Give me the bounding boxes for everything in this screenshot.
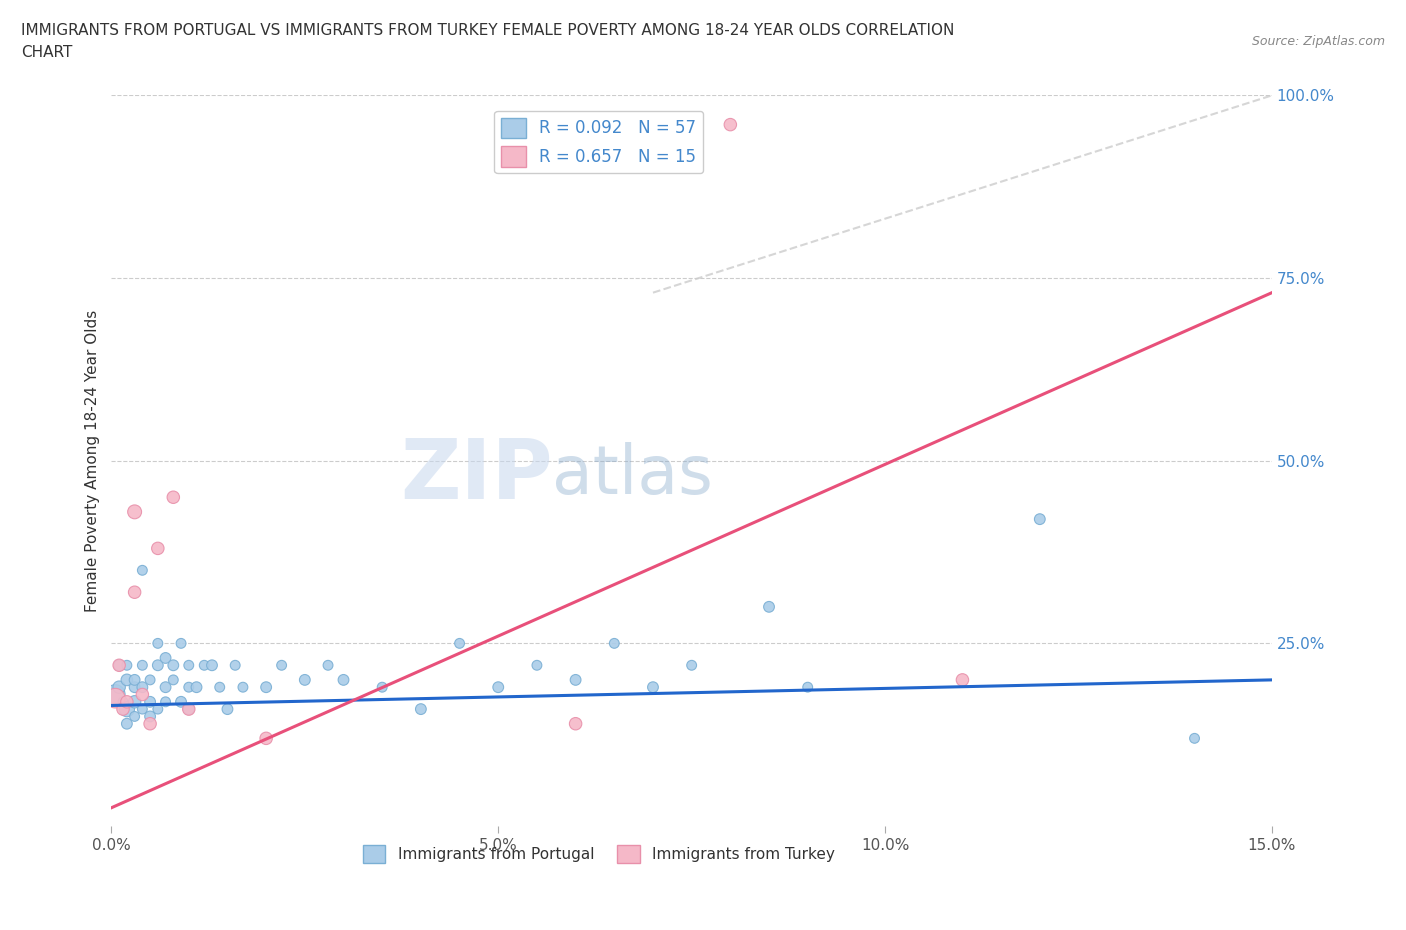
Point	[111, 701, 134, 716]
Point	[170, 695, 193, 710]
Point	[155, 680, 177, 695]
Point	[131, 563, 153, 578]
Point	[139, 695, 162, 710]
Point	[254, 680, 277, 695]
Point	[564, 672, 586, 687]
Point	[332, 672, 354, 687]
Point	[177, 680, 200, 695]
Point	[186, 680, 208, 695]
Point	[139, 709, 162, 724]
Point	[270, 658, 292, 672]
Point	[170, 636, 193, 651]
Point	[131, 658, 153, 672]
Point	[718, 117, 741, 132]
Point	[162, 672, 184, 687]
Point	[526, 658, 548, 672]
Point	[124, 585, 146, 600]
Point	[115, 701, 138, 716]
Point	[193, 658, 215, 672]
Point	[641, 680, 664, 695]
Text: Source: ZipAtlas.com: Source: ZipAtlas.com	[1251, 35, 1385, 48]
Point	[177, 658, 200, 672]
Point	[146, 658, 169, 672]
Point	[146, 701, 169, 716]
Point	[1029, 512, 1052, 526]
Point	[371, 680, 394, 695]
Point	[177, 701, 200, 716]
Point	[131, 687, 153, 702]
Point	[131, 680, 153, 695]
Point	[409, 701, 432, 716]
Text: ZIP: ZIP	[399, 435, 553, 516]
Point	[115, 672, 138, 687]
Point	[796, 680, 818, 695]
Text: CHART: CHART	[21, 45, 73, 60]
Point	[111, 695, 134, 710]
Point	[115, 716, 138, 731]
Point	[146, 636, 169, 651]
Point	[449, 636, 471, 651]
Point	[232, 680, 254, 695]
Point	[146, 541, 169, 556]
Point	[124, 709, 146, 724]
Point	[224, 658, 246, 672]
Point	[758, 600, 780, 615]
Point	[108, 658, 131, 672]
Point	[124, 680, 146, 695]
Point	[681, 658, 703, 672]
Point	[124, 504, 146, 519]
Point	[124, 695, 146, 710]
Point	[564, 716, 586, 731]
Point	[139, 716, 162, 731]
Point	[177, 701, 200, 716]
Point	[1184, 731, 1206, 746]
Point	[603, 636, 626, 651]
Point	[294, 672, 316, 687]
Point	[201, 658, 224, 672]
Point	[124, 672, 146, 687]
Point	[208, 680, 231, 695]
Point	[104, 687, 127, 702]
Point	[486, 680, 509, 695]
Point	[162, 658, 184, 672]
Point	[952, 672, 974, 687]
Y-axis label: Female Poverty Among 18-24 Year Olds: Female Poverty Among 18-24 Year Olds	[86, 310, 100, 612]
Point	[115, 695, 138, 710]
Point	[155, 695, 177, 710]
Text: atlas: atlas	[553, 443, 713, 509]
Point	[162, 490, 184, 505]
Point	[108, 658, 131, 672]
Point	[108, 680, 131, 695]
Point	[155, 650, 177, 665]
Text: IMMIGRANTS FROM PORTUGAL VS IMMIGRANTS FROM TURKEY FEMALE POVERTY AMONG 18-24 YE: IMMIGRANTS FROM PORTUGAL VS IMMIGRANTS F…	[21, 23, 955, 38]
Point	[139, 672, 162, 687]
Point	[254, 731, 277, 746]
Point	[217, 701, 239, 716]
Point	[316, 658, 339, 672]
Point	[115, 658, 138, 672]
Point	[131, 701, 153, 716]
Legend: Immigrants from Portugal, Immigrants from Turkey: Immigrants from Portugal, Immigrants fro…	[356, 839, 841, 870]
Point	[104, 691, 127, 706]
